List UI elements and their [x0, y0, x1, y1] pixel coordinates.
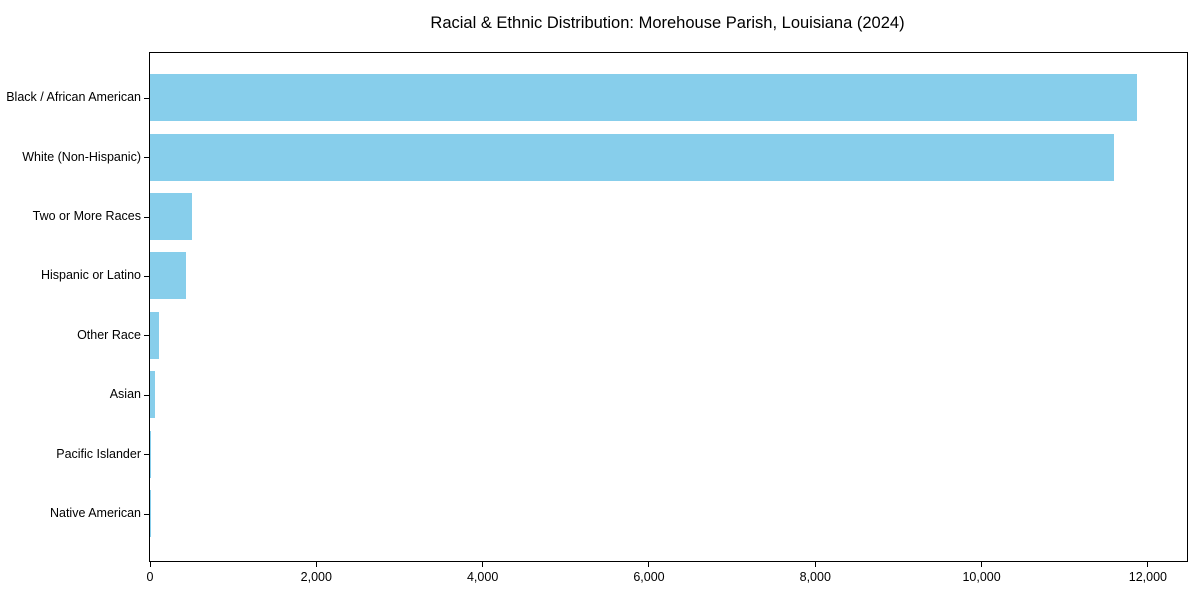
y-tick	[144, 275, 149, 277]
y-axis-label-white-non-hispanic: White (Non-Hispanic)	[22, 149, 141, 164]
chart-title: Racial & Ethnic Distribution: Morehouse …	[430, 14, 905, 32]
x-tick	[315, 562, 317, 567]
y-tick	[144, 157, 149, 159]
y-axis-label-asian: Asian	[109, 387, 141, 402]
y-axis-label-hispanic-or-latino: Hispanic or Latino	[40, 268, 141, 283]
x-tick	[149, 562, 151, 567]
x-tick-label: 2,000	[300, 570, 332, 584]
bar-other-race	[150, 311, 160, 359]
y-tick	[144, 216, 149, 218]
bar-white-non-hispanic	[150, 133, 1114, 181]
plot-area	[149, 52, 1188, 562]
y-tick	[144, 513, 149, 515]
x-tick	[1147, 562, 1149, 567]
x-tick-label: 0	[146, 570, 154, 584]
x-tick-label: 12,000	[1128, 570, 1168, 584]
x-tick	[981, 562, 983, 567]
x-tick-label: 8,000	[799, 570, 831, 584]
bar-hispanic-or-latino	[150, 252, 186, 300]
x-tick-label: 10,000	[962, 570, 1001, 584]
x-tick-label: 6,000	[633, 570, 665, 584]
y-axis-label-other-race: Other Race	[77, 327, 141, 342]
y-axis-label-black-african-american: Black / African American	[6, 90, 141, 105]
y-axis-label-native-american: Native American	[49, 506, 141, 520]
y-axis-label-pacific-islander: Pacific Islander	[56, 446, 141, 461]
y-tick	[144, 97, 149, 99]
y-tick	[144, 454, 149, 456]
bar-two-or-more-races	[150, 193, 192, 240]
x-tick	[482, 562, 484, 567]
x-tick	[814, 562, 816, 567]
y-tick	[144, 335, 149, 337]
y-tick	[144, 394, 149, 396]
y-axis-label-two-or-more-races: Two or More Races	[32, 209, 141, 223]
bar-black-african-american	[150, 74, 1138, 122]
bar-native-american	[150, 490, 151, 537]
bar-asian	[150, 371, 156, 419]
bar-pacific-islander	[150, 430, 151, 478]
x-tick-label: 4,000	[466, 570, 499, 584]
x-tick	[648, 562, 650, 567]
